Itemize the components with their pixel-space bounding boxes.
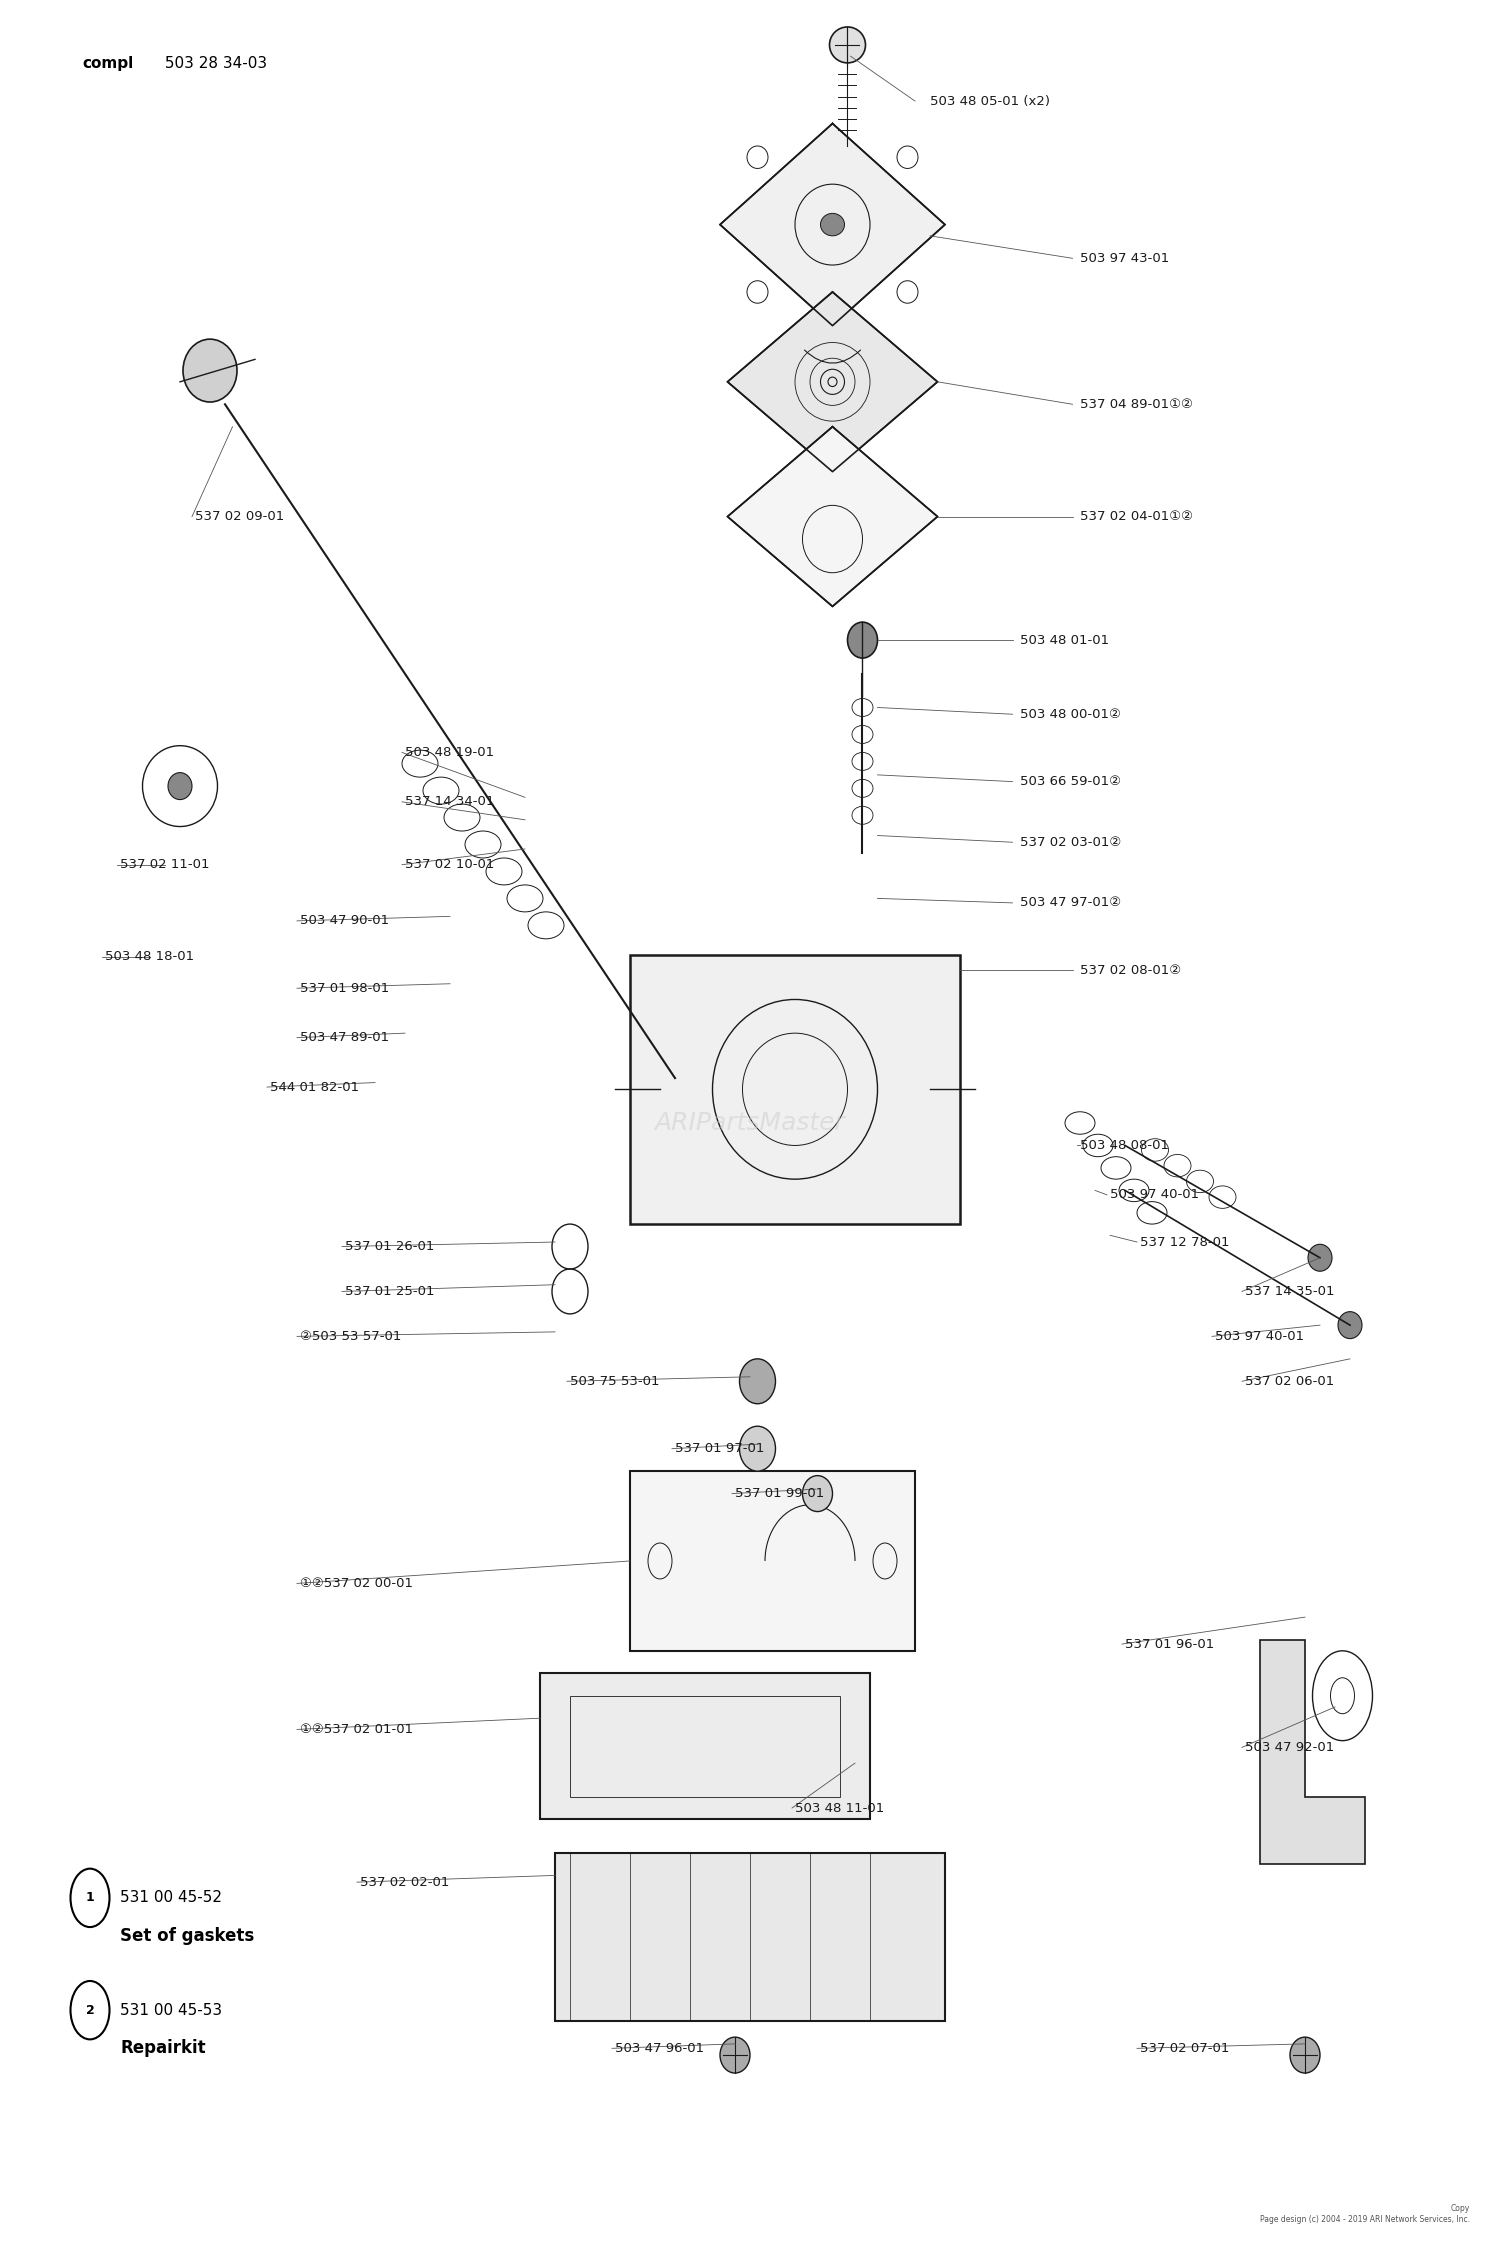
Text: 537 01 96-01: 537 01 96-01 — [1125, 1637, 1215, 1651]
Text: 537 04 89-01①②: 537 04 89-01①② — [1080, 398, 1192, 411]
Ellipse shape — [847, 622, 877, 658]
Text: 503 66 59-01②: 503 66 59-01② — [1020, 775, 1120, 788]
Text: 1: 1 — [86, 1891, 94, 1905]
Polygon shape — [1260, 1640, 1365, 1864]
Text: 537 01 25-01: 537 01 25-01 — [345, 1285, 435, 1298]
Text: 503 48 18-01: 503 48 18-01 — [105, 950, 194, 964]
Text: 537 01 98-01: 537 01 98-01 — [300, 982, 390, 995]
Ellipse shape — [1290, 2037, 1320, 2073]
Ellipse shape — [740, 1426, 776, 1471]
Polygon shape — [728, 427, 938, 606]
Text: 503 47 92-01: 503 47 92-01 — [1245, 1741, 1335, 1754]
Text: 537 02 04-01①②: 537 02 04-01①② — [1080, 510, 1192, 523]
Ellipse shape — [1338, 1312, 1362, 1339]
Text: 537 02 07-01: 537 02 07-01 — [1140, 2042, 1230, 2055]
Text: 537 02 08-01②: 537 02 08-01② — [1080, 964, 1180, 977]
Ellipse shape — [821, 213, 844, 236]
Ellipse shape — [802, 1476, 832, 1512]
Text: 537 01 99-01: 537 01 99-01 — [735, 1487, 825, 1500]
Text: 503 47 96-01: 503 47 96-01 — [615, 2042, 704, 2055]
Text: ②503 53 57-01: ②503 53 57-01 — [300, 1330, 402, 1343]
Circle shape — [70, 1981, 110, 2039]
Ellipse shape — [740, 1359, 776, 1404]
Text: 503 75 53-01: 503 75 53-01 — [570, 1375, 660, 1388]
Bar — [540, 1673, 870, 1819]
Text: 544 01 82-01: 544 01 82-01 — [270, 1080, 358, 1094]
Polygon shape — [720, 124, 945, 326]
Text: 503 47 97-01②: 503 47 97-01② — [1020, 896, 1120, 910]
Text: Copy
Page design (c) 2004 - 2019 ARI Network Services, Inc.: Copy Page design (c) 2004 - 2019 ARI Net… — [1260, 2203, 1470, 2224]
Circle shape — [70, 1869, 110, 1927]
Text: 537 02 11-01: 537 02 11-01 — [120, 858, 210, 871]
Text: ①②537 02 00-01: ①②537 02 00-01 — [300, 1577, 412, 1590]
Bar — [555, 1853, 945, 2021]
Ellipse shape — [183, 339, 237, 402]
Ellipse shape — [720, 2037, 750, 2073]
Text: ARIPartsMaster: ARIPartsMaster — [654, 1112, 846, 1134]
Text: 2: 2 — [86, 2003, 94, 2017]
Text: 503 47 90-01: 503 47 90-01 — [300, 914, 388, 928]
Text: 531 00 45-52: 531 00 45-52 — [120, 1891, 222, 1905]
Text: Set of gaskets: Set of gaskets — [120, 1927, 254, 1945]
Text: 503 97 43-01: 503 97 43-01 — [1080, 252, 1170, 265]
Polygon shape — [728, 292, 938, 472]
Text: 503 48 00-01②: 503 48 00-01② — [1020, 707, 1120, 721]
Text: 537 02 02-01: 537 02 02-01 — [360, 1875, 450, 1889]
Text: 503 48 08-01: 503 48 08-01 — [1080, 1139, 1168, 1152]
Text: 503 48 19-01: 503 48 19-01 — [405, 746, 494, 759]
Text: 503 48 05-01 (x2): 503 48 05-01 (x2) — [930, 94, 1050, 108]
Text: 503 97 40-01: 503 97 40-01 — [1110, 1188, 1198, 1202]
Ellipse shape — [168, 773, 192, 800]
Text: ①②537 02 01-01: ①②537 02 01-01 — [300, 1723, 412, 1736]
Ellipse shape — [830, 27, 866, 63]
Text: 503 48 01-01: 503 48 01-01 — [1020, 633, 1108, 647]
Text: 531 00 45-53: 531 00 45-53 — [120, 2003, 222, 2017]
Text: 503 48 11-01: 503 48 11-01 — [795, 1801, 885, 1815]
Bar — [570, 1696, 840, 1797]
Text: 503 28 34-03: 503 28 34-03 — [160, 56, 267, 72]
Text: 537 02 09-01: 537 02 09-01 — [195, 510, 285, 523]
Text: 537 14 34-01: 537 14 34-01 — [405, 795, 495, 809]
Text: 537 02 03-01②: 537 02 03-01② — [1020, 836, 1120, 849]
Text: 537 01 26-01: 537 01 26-01 — [345, 1240, 435, 1253]
Text: 537 02 10-01: 537 02 10-01 — [405, 858, 495, 871]
Text: Repairkit: Repairkit — [120, 2039, 206, 2057]
Bar — [630, 955, 960, 1224]
Text: 503 47 89-01: 503 47 89-01 — [300, 1031, 388, 1044]
Text: 537 12 78-01: 537 12 78-01 — [1140, 1235, 1230, 1249]
Text: 537 14 35-01: 537 14 35-01 — [1245, 1285, 1335, 1298]
Text: 503 97 40-01: 503 97 40-01 — [1215, 1330, 1304, 1343]
Text: 537 01 97-01: 537 01 97-01 — [675, 1442, 765, 1455]
Text: 537 02 06-01: 537 02 06-01 — [1245, 1375, 1335, 1388]
Bar — [630, 1471, 915, 1651]
Ellipse shape — [1308, 1244, 1332, 1271]
Text: compl: compl — [82, 56, 134, 72]
